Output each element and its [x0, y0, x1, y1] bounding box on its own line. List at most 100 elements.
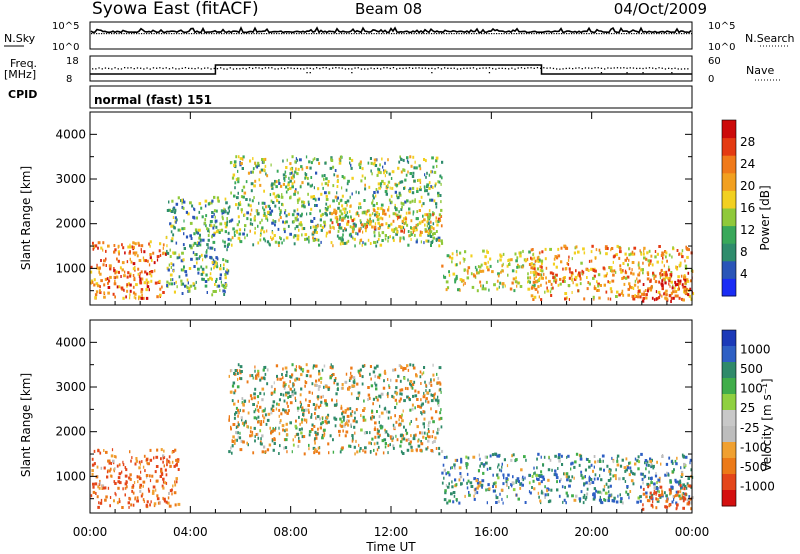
- echo-cell: [239, 448, 243, 452]
- echo-cell: [105, 249, 107, 253]
- freq-trace: [90, 64, 692, 75]
- echo-cell: [440, 239, 443, 243]
- echo-cell: [413, 179, 416, 183]
- echo-cell: [562, 279, 564, 283]
- echo-cell: [342, 229, 345, 233]
- echo-cell: [415, 240, 418, 244]
- echo-cell: [395, 227, 398, 231]
- echo-cell: [554, 454, 557, 458]
- echo-cell: [434, 398, 438, 402]
- echo-cell: [346, 222, 349, 226]
- nsearch-dot: [336, 33, 338, 35]
- echo-cell: [263, 212, 266, 215]
- echo-cell: [158, 279, 161, 283]
- echo-cell: [517, 281, 520, 285]
- echo-cell: [317, 238, 320, 242]
- echo-cell: [321, 433, 325, 437]
- echo-cell: [399, 239, 401, 243]
- echo-cell: [210, 224, 213, 228]
- nave-dot: [472, 67, 475, 69]
- echo-cell: [237, 169, 239, 173]
- echo-cell: [590, 463, 593, 467]
- echo-cell: [257, 224, 259, 228]
- echo-cell: [612, 260, 614, 264]
- echo-cell: [169, 255, 172, 258]
- echo-cell: [672, 246, 674, 250]
- nave-dot: [460, 68, 462, 70]
- echo-cell: [309, 374, 312, 378]
- nsearch-dot: [543, 33, 545, 35]
- nsearch-dot: [646, 33, 648, 35]
- echo-cell: [681, 493, 684, 497]
- echo-cell: [252, 243, 255, 247]
- echo-cell: [193, 241, 197, 245]
- echo-cell: [610, 290, 613, 294]
- echo-cell: [314, 225, 318, 229]
- echo-cell: [146, 280, 150, 284]
- echo-cell: [280, 184, 283, 188]
- nsearch-dot: [676, 33, 678, 35]
- echo-cell: [281, 376, 284, 380]
- echo-cell: [377, 375, 380, 379]
- echo-cell: [674, 494, 677, 498]
- echo-cell: [234, 438, 236, 442]
- echo-cell: [667, 277, 669, 281]
- echo-cell: [317, 395, 320, 399]
- echo-cell: [362, 409, 365, 412]
- echo-cell: [691, 496, 694, 500]
- echo-cell: [295, 167, 297, 171]
- echo-cell: [410, 445, 413, 449]
- nave-dot: [108, 67, 110, 70]
- echo-cell: [478, 484, 481, 488]
- echo-cell: [369, 365, 372, 368]
- echo-cell: [298, 436, 300, 440]
- echo-cell: [118, 481, 122, 485]
- nave-dot: [316, 67, 318, 69]
- echo-cell: [424, 431, 426, 435]
- echo-cell: [153, 502, 157, 506]
- echo-cell: [300, 367, 303, 371]
- echo-cell: [682, 483, 685, 487]
- echo-cell: [313, 230, 316, 234]
- echo-cell: [518, 265, 521, 269]
- echo-cell: [624, 480, 627, 483]
- echo-cell: [578, 274, 581, 278]
- echo-cell: [400, 158, 403, 161]
- nsearch-dot: [181, 33, 183, 35]
- echo-cell: [564, 267, 567, 271]
- echo-cell: [398, 415, 402, 418]
- echo-cell: [201, 271, 205, 275]
- nsearch-dot: [571, 33, 573, 35]
- echo-cell: [564, 297, 567, 301]
- echo-cell: [496, 473, 499, 477]
- echo-cell: [388, 198, 391, 202]
- echo-cell: [172, 207, 175, 211]
- echo-cell: [566, 478, 569, 482]
- echo-cell: [440, 390, 442, 394]
- nsky-label: N.Sky: [4, 32, 36, 45]
- echo-cell: [615, 468, 617, 472]
- echo-cell: [254, 231, 256, 235]
- echo-cell: [115, 493, 117, 497]
- echo-cell: [171, 237, 174, 241]
- echo-cell: [619, 493, 621, 497]
- x-tick-label: 20:00: [574, 525, 609, 539]
- echo-cell: [311, 183, 313, 187]
- nsearch-dot: [568, 33, 570, 35]
- echo-cell: [259, 238, 262, 242]
- echo-cell: [240, 370, 243, 373]
- echo-cell: [236, 425, 239, 428]
- echo-cell: [330, 212, 334, 216]
- nave-dot: [200, 68, 203, 70]
- echo-cell: [409, 440, 412, 444]
- echo-cell: [279, 377, 282, 381]
- echo-cell: [137, 241, 140, 245]
- echo-cell: [503, 458, 506, 462]
- echo-cell: [354, 452, 356, 456]
- echo-cell: [380, 207, 383, 211]
- echo-cell: [624, 269, 627, 273]
- echo-cell: [463, 257, 466, 261]
- echo-cell: [544, 493, 547, 497]
- echo-cell: [684, 291, 687, 295]
- echo-cell: [229, 205, 231, 209]
